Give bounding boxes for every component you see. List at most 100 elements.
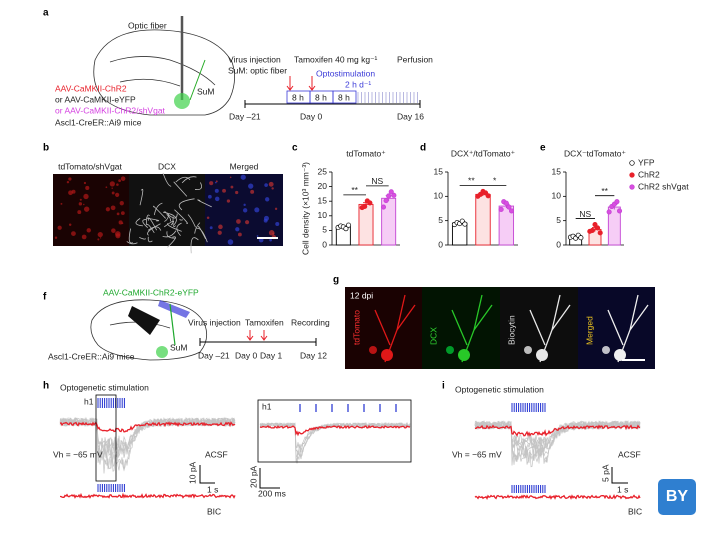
fiber <box>174 209 188 224</box>
label: Perfusion <box>397 54 433 64</box>
label: Day 12 <box>300 350 327 360</box>
speck <box>116 183 119 186</box>
speck <box>254 207 260 213</box>
speck <box>215 180 218 183</box>
sum-light <box>174 93 190 109</box>
legend-marker <box>629 160 635 166</box>
speck <box>235 227 240 232</box>
label: Day 1 <box>260 350 282 360</box>
label: Merged <box>230 161 259 171</box>
significance-label: * <box>493 176 497 186</box>
traces <box>59 398 411 499</box>
fiber <box>176 222 182 237</box>
speck <box>217 230 222 235</box>
panel-label: g <box>333 275 339 286</box>
label: Day 0 <box>235 350 257 360</box>
soma <box>381 349 393 361</box>
speck <box>209 181 214 186</box>
speck <box>71 189 76 194</box>
label: Vh = −65 mV <box>452 449 502 459</box>
micrograph-texture <box>54 172 280 254</box>
significance-label: NS <box>579 209 591 219</box>
label: 200 ms <box>258 488 286 498</box>
data-point <box>606 209 612 215</box>
panel-label: i <box>442 381 445 392</box>
speck <box>237 232 242 237</box>
chart-title: DCX⁺/tdTomato⁺ <box>451 148 516 158</box>
speck <box>78 202 83 206</box>
data-point <box>498 206 504 213</box>
speck <box>229 176 232 179</box>
fiber <box>153 202 163 216</box>
fiber <box>187 214 196 228</box>
trace <box>59 421 236 433</box>
speck <box>83 203 85 206</box>
trace <box>474 494 641 501</box>
label: Day 16 <box>397 111 424 121</box>
brain-region <box>128 306 160 335</box>
fiber <box>145 217 160 222</box>
fiber <box>145 214 150 225</box>
label: ACSF <box>205 449 228 459</box>
speck <box>60 202 63 205</box>
legend-marker <box>629 172 635 178</box>
label: or AAV-CaMKII-ChR2/shVgat <box>55 105 166 115</box>
fiber <box>147 226 162 231</box>
trace <box>474 420 641 450</box>
speck <box>97 231 103 238</box>
label: 8 h <box>338 92 350 102</box>
speck <box>68 177 72 181</box>
y-tick-label: 0 <box>556 239 561 249</box>
speck <box>120 211 125 216</box>
label: 8 h <box>315 92 327 102</box>
stim-hash <box>357 92 418 103</box>
label: Optostimulation <box>316 68 375 78</box>
data-point <box>343 226 349 232</box>
panel-label: a <box>43 8 49 19</box>
fiber <box>197 199 212 208</box>
speck <box>66 180 70 184</box>
soma <box>614 349 626 361</box>
y-tick-label: 25 <box>318 166 328 176</box>
speck <box>230 185 234 189</box>
interval-boxes <box>286 90 357 104</box>
significance-label: ** <box>468 176 475 186</box>
chart-title: DCX⁻tdTomato⁺ <box>564 148 626 158</box>
speck <box>206 216 210 219</box>
fiber <box>139 237 147 240</box>
logo-text: BY <box>666 488 689 505</box>
speck <box>256 235 259 237</box>
timeline-tick <box>199 338 317 346</box>
fiber <box>166 214 172 222</box>
label: tdTomato/shVgat <box>58 161 122 171</box>
label: h1 <box>84 396 94 406</box>
speck <box>111 228 116 233</box>
fiber <box>178 198 195 211</box>
panel-label: e <box>540 143 546 154</box>
legend-marker <box>629 184 635 190</box>
y-axis-label: Cell density (×10³ mm⁻³) <box>300 162 310 255</box>
panel-label: d <box>420 143 426 154</box>
fiber <box>153 205 166 219</box>
speck <box>214 188 219 193</box>
micrograph-texture <box>369 294 649 363</box>
speck <box>83 181 87 185</box>
speck <box>275 221 280 226</box>
fiber <box>175 176 191 183</box>
speck <box>71 231 76 236</box>
soma <box>369 346 377 354</box>
trace <box>474 424 641 437</box>
data-point <box>614 199 620 205</box>
label: Optogenetic stimulation <box>455 384 544 394</box>
speck <box>115 231 121 237</box>
speck <box>214 196 220 202</box>
speck <box>245 220 250 225</box>
label: Optogenetic stimulation <box>60 382 149 392</box>
label: Tamoxifen 40 mg kg⁻¹ <box>294 54 378 64</box>
soma <box>458 349 470 361</box>
label: Virus injection <box>188 317 241 327</box>
speck <box>83 193 89 200</box>
label: Day 0 <box>300 111 322 121</box>
speck <box>214 181 217 184</box>
fiber <box>147 236 153 243</box>
